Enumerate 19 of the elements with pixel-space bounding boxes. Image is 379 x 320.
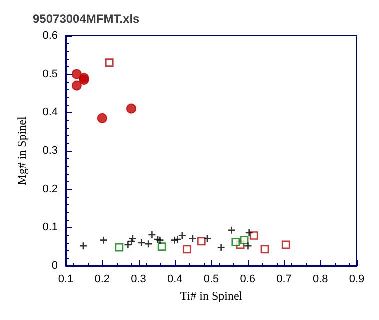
y-tick-label: 0.6 xyxy=(42,30,58,42)
chart-title: 95073004MFMT.xls xyxy=(33,12,140,26)
x-tick-label: 0.3 xyxy=(131,274,146,286)
x-tick-label: 0.1 xyxy=(58,274,74,286)
y-tick-label: 0.4 xyxy=(42,106,58,119)
y-tick-label: 0.3 xyxy=(42,145,58,157)
x-tick-label: 0.9 xyxy=(349,274,365,286)
x-tick-label: 0.5 xyxy=(204,274,220,286)
x-tick-label: 0.8 xyxy=(312,274,328,286)
y-tick-label: 0.5 xyxy=(42,68,58,80)
y-tick-label: 0.2 xyxy=(42,183,58,196)
y-tick-label: 0 xyxy=(52,260,58,272)
x-tick-label: 0.2 xyxy=(94,274,110,286)
x-tick-label: 0.4 xyxy=(167,274,183,286)
x-tick-label: 0.7 xyxy=(276,274,292,286)
y-axis-title: Mg# in Spinel xyxy=(15,116,29,186)
x-axis-title: Ti# in Spinel xyxy=(180,288,244,303)
x-tick-label: 0.6 xyxy=(240,274,256,286)
y-tick-label: 0.1 xyxy=(42,222,58,234)
